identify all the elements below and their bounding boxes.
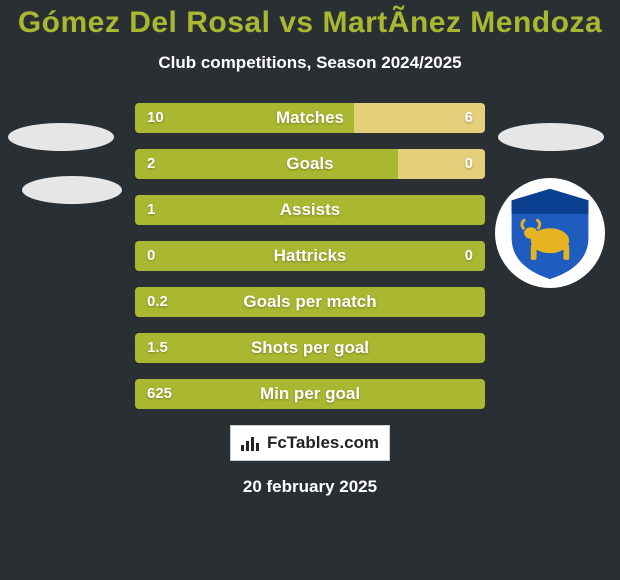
stat-label: Goals [135, 149, 485, 179]
stat-row: 0.2Goals per match [135, 287, 485, 317]
stat-row: 106Matches [135, 103, 485, 133]
stat-label: Assists [135, 195, 485, 225]
stat-row: 1Assists [135, 195, 485, 225]
footer-date: 20 february 2025 [0, 477, 620, 497]
photo-placeholder-0 [8, 123, 114, 151]
club-badge [495, 178, 605, 288]
photo-placeholder-2 [498, 123, 604, 151]
stat-row: 20Goals [135, 149, 485, 179]
comparison-subtitle: Club competitions, Season 2024/2025 [0, 53, 620, 73]
stat-bars: 106Matches 20Goals 1Assists 00Hattricks 0.2G… [135, 103, 485, 409]
stat-label: Min per goal [135, 379, 485, 409]
stat-label: Shots per goal [135, 333, 485, 363]
stat-label: Hattricks [135, 241, 485, 271]
club-shield-icon [502, 185, 598, 281]
site-logo-text: FcTables.com [267, 433, 379, 453]
stat-row: 625Min per goal [135, 379, 485, 409]
comparison-title: Gómez Del Rosal vs MartÃ­nez Mendoza [0, 0, 620, 39]
stat-label: Matches [135, 103, 485, 133]
bar-chart-icon [241, 435, 261, 451]
stat-row: 1.5Shots per goal [135, 333, 485, 363]
site-logo: FcTables.com [230, 425, 390, 461]
stat-row: 00Hattricks [135, 241, 485, 271]
photo-placeholder-1 [22, 176, 122, 204]
stat-label: Goals per match [135, 287, 485, 317]
